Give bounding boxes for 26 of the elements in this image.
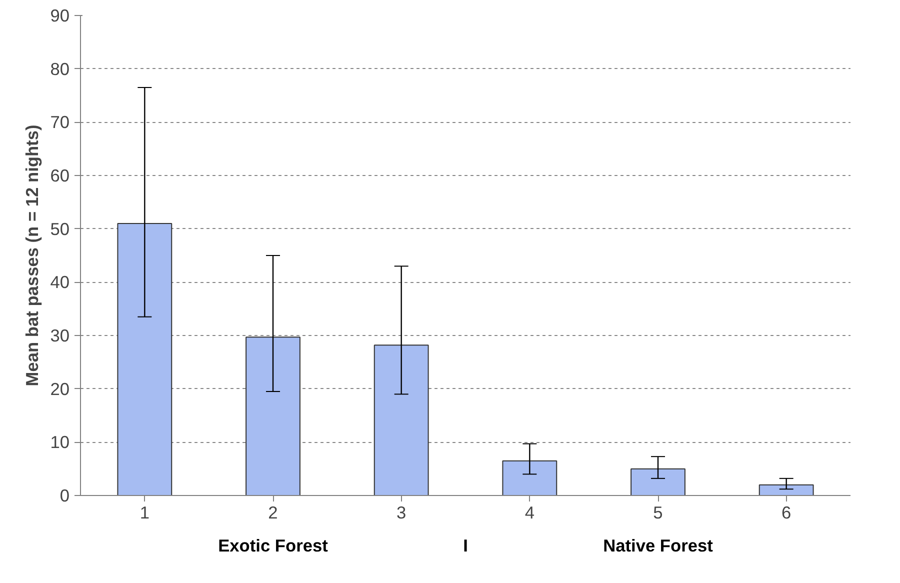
y-tick-label: 80 — [50, 58, 70, 79]
x-tick-label: 4 — [524, 502, 535, 522]
x-tick-label: 1 — [140, 502, 150, 522]
y-tick-label: 20 — [50, 378, 70, 399]
text: Native Forest — [603, 536, 714, 556]
x-tick-label: 2 — [268, 502, 278, 522]
bar — [117, 223, 172, 496]
bar — [758, 484, 814, 496]
y-tick-label: 30 — [50, 326, 70, 346]
bar — [502, 460, 558, 496]
bar — [374, 344, 429, 496]
y-tick-label: 40 — [50, 272, 70, 292]
x-tick-label: 6 — [782, 502, 792, 522]
text: I — [463, 536, 468, 556]
bar — [630, 468, 686, 496]
y-tick-label: 70 — [50, 112, 70, 132]
bar — [246, 336, 300, 496]
y-tick-label: 50 — [50, 218, 70, 239]
y-axis-title: Mean bat passes (n = 12 nights) — [22, 124, 42, 386]
y-tick-label: 0 — [60, 486, 70, 506]
x-tick-label: 5 — [653, 502, 663, 522]
y-tick-label: 10 — [50, 432, 70, 452]
x-tick-label: 3 — [396, 502, 406, 522]
y-tick-label: 90 — [50, 6, 70, 26]
text: Exotic Forest — [218, 536, 328, 556]
y-tick-label: 60 — [50, 166, 70, 186]
